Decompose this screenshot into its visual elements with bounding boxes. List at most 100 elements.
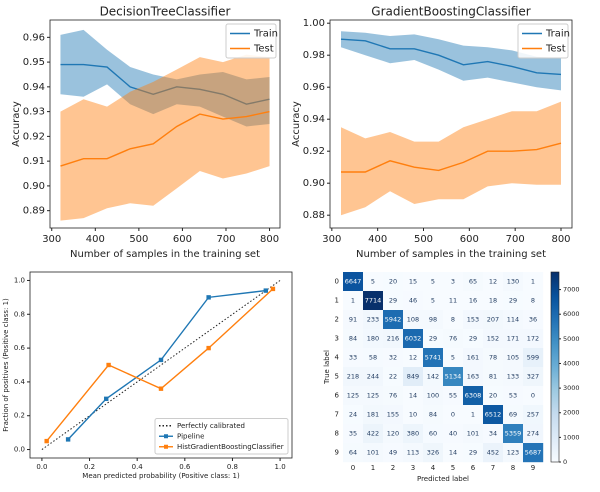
cell (383, 386, 404, 406)
cell-label: 0 (531, 392, 535, 400)
cell (343, 424, 364, 444)
cell (403, 329, 424, 349)
cell-label: 1 (351, 297, 355, 305)
cell (363, 424, 384, 444)
y-tick-label: 0.95 (23, 57, 45, 68)
cell-label: 24 (349, 411, 357, 419)
cell (523, 405, 544, 425)
cell-label: 36 (529, 316, 537, 324)
cell-label: 5359 (505, 430, 522, 438)
cell-label: 180 (367, 335, 379, 343)
marker (206, 295, 211, 300)
cell-label: 7714 (365, 297, 382, 305)
cell (383, 291, 404, 311)
cell-label: 326 (427, 449, 439, 457)
cell (523, 310, 544, 330)
cell-label: 274 (527, 430, 539, 438)
cell-label: 29 (389, 297, 397, 305)
cell (383, 348, 404, 368)
cell (483, 367, 504, 387)
cell-label: 125 (367, 392, 379, 400)
marker (270, 286, 276, 292)
x-tick-label: 800 (551, 234, 570, 245)
plot-frame (329, 19, 573, 229)
cell-label: 35 (349, 430, 357, 438)
cell-label: 29 (469, 449, 477, 457)
plot-frame (49, 19, 281, 229)
cell (363, 329, 384, 349)
cell-label: 76 (449, 335, 457, 343)
cell-label: 5134 (445, 373, 462, 381)
y-tick-label: 0.2 (14, 412, 25, 420)
cell-label: 123 (507, 449, 519, 457)
cell-label: 101 (367, 449, 379, 457)
cell (363, 443, 384, 463)
cell (503, 443, 524, 463)
cell-label: 20 (489, 392, 497, 400)
cell (403, 386, 424, 406)
cell-label: 142 (427, 373, 439, 381)
cell (363, 310, 384, 330)
cell-label: 380 (407, 430, 419, 438)
colorbar-tick-label: 2000 (563, 409, 580, 417)
cell-label: 120 (387, 430, 399, 438)
cell (463, 367, 484, 387)
y-tick-label: 1.0 (14, 276, 25, 284)
x-axis-label: Mean predicted probability (Positive cla… (82, 472, 240, 480)
cell (343, 272, 364, 292)
cell (523, 291, 544, 311)
cell (423, 367, 444, 387)
legend-label: HistGradientBoostingClassifier (177, 443, 284, 451)
y-axis-label: Accuracy (11, 101, 22, 147)
cell (403, 443, 424, 463)
cell-label: 599 (527, 354, 539, 362)
cell (463, 291, 484, 311)
cell (343, 291, 364, 311)
cell-label: 76 (389, 392, 397, 400)
cell-label: 34 (489, 430, 497, 438)
x-tick-label: 2 (391, 464, 395, 472)
cell-label: 14 (449, 449, 457, 457)
cell-label: 5 (431, 297, 435, 305)
cell-label: 65 (469, 278, 477, 286)
cell (463, 310, 484, 330)
cell (343, 405, 364, 425)
y-tick-label: 9 (335, 449, 339, 457)
cell-label: 216 (387, 335, 399, 343)
cell-label: 8 (451, 316, 455, 324)
cell (343, 386, 364, 406)
cell (523, 348, 544, 368)
marker (158, 386, 164, 391)
x-tick-label: 3 (411, 464, 415, 472)
cell (363, 348, 384, 368)
cell (503, 405, 524, 425)
x-tick-label: 4 (431, 464, 436, 472)
cell-label: 78 (489, 354, 497, 362)
cell-label: 133 (507, 373, 519, 381)
cell-label: 105 (507, 354, 519, 362)
cell (503, 291, 524, 311)
cell-label: 101 (467, 430, 479, 438)
cell-label: 244 (367, 373, 379, 381)
line (60, 63, 270, 105)
cell (503, 424, 524, 444)
y-tick-label: 0.4 (14, 378, 26, 386)
cell (423, 424, 444, 444)
cell (343, 310, 364, 330)
cell-label: 10 (409, 411, 417, 419)
cell-label: 181 (367, 411, 379, 419)
x-tick-label: 500 (414, 234, 433, 245)
cell (403, 405, 424, 425)
x-tick-label: 400 (86, 234, 105, 245)
cell-label: 130 (507, 278, 519, 286)
cell-label: 1 (471, 411, 475, 419)
x-tick-label: 700 (216, 234, 235, 245)
cell-label: 171 (507, 335, 519, 343)
cell-label: 81 (489, 373, 497, 381)
x-tick-label: 800 (260, 234, 279, 245)
cell (423, 310, 444, 330)
cell (363, 367, 384, 387)
cell-label: 29 (429, 335, 437, 343)
cell (363, 291, 384, 311)
colorbar-tick-label: 5000 (563, 335, 580, 343)
